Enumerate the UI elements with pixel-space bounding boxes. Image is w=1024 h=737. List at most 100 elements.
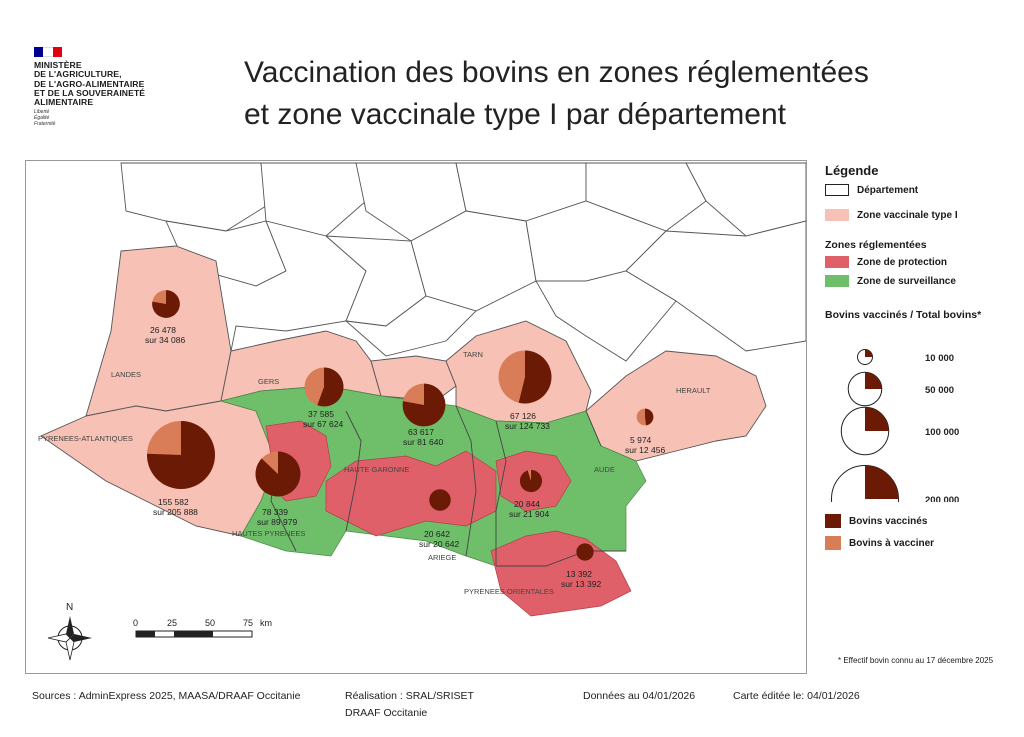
ministry-logo: MINISTÈRE DE L'AGRICULTURE, DE L'AGRO-AL…: [34, 47, 184, 127]
scale-tick-75: 75: [243, 618, 253, 628]
legend-zone-vaccinale: Zone vaccinale type I: [825, 209, 1020, 221]
scale-tick-50: 50: [205, 618, 215, 628]
dept-label-tarn: TARN: [463, 350, 483, 359]
legend-title: Légende: [825, 163, 879, 178]
republic-motto: Liberté Égalité Fraternité: [34, 109, 56, 128]
legend-pie-50000: [847, 371, 883, 407]
pie-total-label: sur 205 888: [153, 507, 198, 517]
scale-unit: km: [260, 618, 272, 628]
footnote: * Effectif bovin connu au 17 décembre 20…: [838, 656, 994, 665]
footer-realisation-1: Réalisation : SRAL/SRISET: [345, 690, 474, 702]
map-canvas: LANDES GERS TARN HERAULT PYRENEES-ATLANT…: [38, 162, 806, 661]
legend-size-label: 200 000: [925, 495, 959, 502]
legend-zone-surveillance-label: Zone de surveillance: [857, 275, 956, 287]
pie-value-label: 155 582: [158, 497, 189, 507]
zone-surveillance-swatch: [825, 275, 849, 287]
pie-value-label: 5 974: [630, 435, 652, 445]
legend-bovins-vaccines-label: Bovins vaccinés: [849, 515, 928, 527]
dept-label-aude: AUDE: [594, 465, 615, 474]
bovins-a-vacciner-swatch: [825, 536, 841, 550]
scale-bar: 0 25 50 75 km: [133, 618, 272, 638]
legend: Légende Département Zone vaccinale type …: [825, 163, 1020, 550]
dept-label-haute-garonne: HAUTE GARONNE: [344, 465, 409, 474]
legend-zone-protection: Zone de protection: [825, 256, 1020, 268]
dept-herault: [585, 350, 767, 462]
dept-label-ariege: ARIEGE: [428, 553, 456, 562]
dept-label-pyrenees-orientales: PYRENEES ORIENTALES: [464, 587, 554, 596]
legend-zones-title: Zones réglementées: [825, 239, 927, 251]
legend-zone-surveillance: Zone de surveillance: [825, 275, 1020, 287]
legend-zone-protection-label: Zone de protection: [857, 256, 947, 268]
pie-tarn-et-garonne: [402, 383, 446, 427]
dept-label-hautes-pyrenees: HAUTES PYRENEES: [232, 529, 305, 538]
department-labels: LANDES GERS TARN HERAULT PYRENEES-ATLANT…: [38, 350, 711, 596]
pie-gers: [304, 367, 344, 407]
pie-total-label: sur 81 640: [403, 437, 443, 447]
legend-departement: Département: [825, 184, 1020, 196]
scale-tick-25: 25: [167, 618, 177, 628]
legend-bovins-a-vacciner: Bovins à vacciner: [825, 536, 1020, 550]
legend-pie-10000: [857, 349, 873, 365]
ministry-line-5: ALIMENTAIRE: [34, 97, 94, 108]
legend-size-pies: 10 000 50 000 100 000 200 000: [830, 349, 959, 502]
pie-total-label: sur 89 979: [257, 517, 297, 527]
legend-bovins-title: Bovins vaccinés / Total bovins*: [825, 309, 982, 321]
pie-value-label: 78 339: [262, 507, 288, 517]
ministry-line-2: DE L'AGRICULTURE,: [34, 69, 122, 80]
footer-carte: Carte éditée le: 04/01/2026: [733, 690, 860, 702]
legend-size-label: 100 000: [925, 427, 959, 438]
legend-departement-label: Département: [857, 184, 919, 196]
legend-zone-vaccinale-label: Zone vaccinale type I: [857, 209, 958, 221]
title-line-2: et zone vaccinale type I par département: [244, 98, 786, 131]
dept-label-gers: GERS: [258, 377, 279, 386]
legend-size-label: 10 000: [925, 353, 954, 364]
dept-label-landes: LANDES: [111, 370, 141, 379]
pie-tarn: [498, 350, 552, 404]
footer-donnees: Données au 04/01/2026: [583, 690, 696, 702]
pie-value-label: 20 844: [514, 499, 540, 509]
pie-hautes-pyrenees: [255, 451, 301, 497]
pie-aude: [519, 469, 543, 493]
map-frame: LANDES GERS TARN HERAULT PYRENEES-ATLANT…: [25, 160, 807, 674]
pie-pyrenees-orientales: [576, 543, 594, 561]
pie-total-label: sur 13 392: [561, 579, 601, 589]
marianne-flag-icon: [34, 47, 62, 57]
pie-ariege: [429, 489, 451, 511]
ministry-line-3: DE L'AGRO-ALIMENTAIRE: [34, 78, 145, 89]
pie-pyrenees-atlantiques: [147, 421, 215, 489]
pie-value-label: 13 392: [566, 569, 592, 579]
scale-tick-0: 0: [133, 618, 138, 628]
legend-bovins-a-vacciner-label: Bovins à vacciner: [849, 537, 935, 549]
surrounding-departments: [120, 162, 806, 392]
map-title: Vaccination des bovins en zones réglemen…: [244, 52, 869, 136]
pie-landes: [152, 290, 180, 318]
dept-label-pyrenees-atlantiques: PYRENEES-ATLANTIQUES: [38, 434, 133, 443]
dept-label-herault: HERAULT: [676, 386, 711, 395]
zone-de-protection: [265, 420, 632, 617]
ministry-line-4: ET DE LA SOUVERAINETÉ: [34, 87, 146, 98]
pie-total-label: sur 67 624: [303, 419, 343, 429]
departement-swatch: [825, 184, 849, 196]
zone-vaccinale-swatch: [825, 209, 849, 221]
ministry-line-1: MINISTÈRE: [34, 60, 82, 70]
legend-pie-100000: [840, 406, 890, 456]
pie-total-label: sur 20 642: [419, 539, 459, 549]
north-label: N: [66, 602, 73, 613]
pie-value-label: 37 585: [308, 409, 334, 419]
legend-bovins-vaccines: Bovins vaccinés: [825, 514, 1020, 528]
footer-realisation-2: DRAAF Occitanie: [345, 707, 428, 719]
pie-value-label: 26 478: [150, 325, 176, 335]
pie-total-label: sur 12 456: [625, 445, 665, 455]
pie-total-label: sur 124 733: [505, 421, 550, 431]
pie-total-label: sur 21 904: [509, 509, 549, 519]
legend-pie-200000: [830, 464, 900, 502]
bovins-vaccines-swatch: [825, 514, 841, 528]
pie-value-label: 20 642: [424, 529, 450, 539]
title-line-1: Vaccination des bovins en zones réglemen…: [244, 56, 869, 89]
pie-total-label: sur 34 086: [145, 335, 185, 345]
footer-sources: Sources : AdminExpress 2025, MAASA/DRAAF…: [32, 690, 301, 702]
legend-size-label: 50 000: [925, 385, 954, 396]
zone-protection-swatch: [825, 256, 849, 268]
pie-value-label: 67 126: [510, 411, 536, 421]
